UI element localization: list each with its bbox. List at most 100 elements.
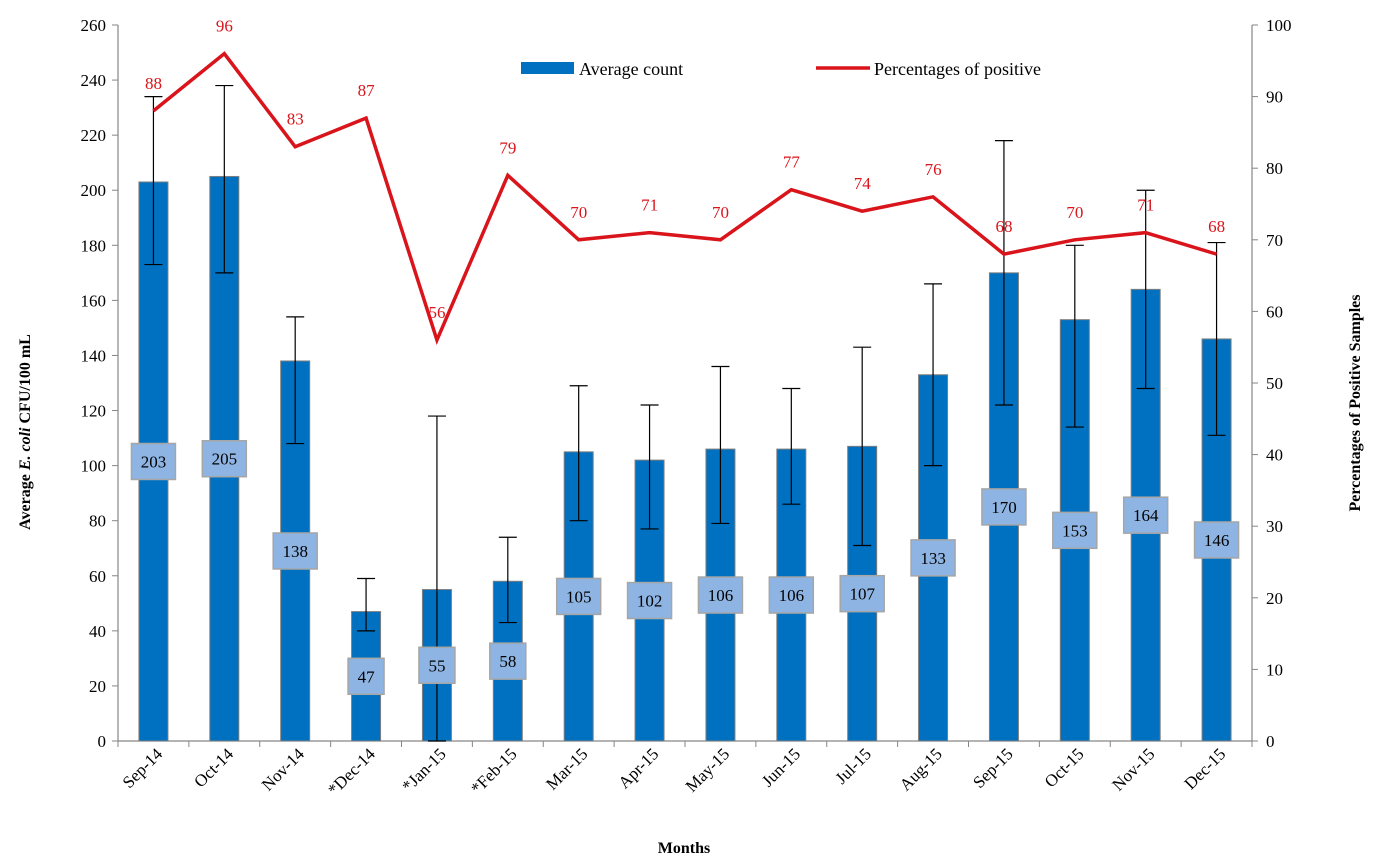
y-right-axis-title: Percentages of Positive Samples [1347, 295, 1364, 512]
line-value-label: 70 [1066, 203, 1083, 222]
bar-label-box [489, 642, 527, 680]
x-tick-label: Jun-15 [758, 744, 804, 790]
y-right-tick-label: 10 [1266, 660, 1283, 679]
y-left-tick-label: 220 [81, 126, 107, 145]
y-right-tick-label: 50 [1266, 374, 1283, 393]
bar-label-box [347, 657, 385, 696]
bar-series [138, 175, 1232, 742]
line-series [152, 51, 1218, 346]
axes: 0204060801001201401601802002202402600102… [81, 16, 1292, 799]
bar-label-box [697, 576, 744, 614]
y-right-tick-label: 80 [1266, 159, 1283, 178]
bar-label-box [130, 442, 177, 481]
bar-value-labels: 203 205 138 47 55 58 105 102 106 106 107 133 170 153 1… [130, 439, 1240, 696]
y-right-tick-label: 70 [1266, 231, 1283, 250]
bar-label-box [910, 539, 956, 577]
line-value-label: 76 [925, 160, 942, 179]
y-right-tick-label: 30 [1266, 517, 1283, 536]
line-value-label: 96 [216, 17, 233, 36]
x-tick-label: Oct-14 [190, 744, 237, 791]
line-value-labels: 88 96 83 87 56 79 70 71 70 77 74 76 68 70 71 68 [145, 17, 1225, 322]
y-right-tick-label: 100 [1266, 16, 1292, 35]
bar-value-label: 105 [566, 587, 592, 606]
y-left-tick-label: 80 [89, 512, 106, 531]
bar-value-label: 106 [779, 586, 805, 605]
line-value-label: 77 [783, 153, 801, 172]
line-value-label: 70 [570, 203, 587, 222]
bar-label-box [418, 646, 456, 685]
bar-value-label: 106 [708, 586, 734, 605]
bar-label-box [272, 532, 318, 570]
bar-label-box [1052, 511, 1098, 550]
bar-value-label: 203 [141, 452, 167, 471]
bar-label-box [1193, 521, 1240, 559]
y-left-tick-label: 120 [81, 402, 107, 421]
x-tick-label: Sep-15 [969, 744, 1016, 791]
x-axis-title: Months [658, 840, 710, 857]
legend: Average count Percentages of positive [521, 59, 1041, 79]
y-right-tick-label: 0 [1266, 732, 1275, 751]
x-tick-label: *Jan-15 [398, 744, 449, 795]
bar-value-label: 102 [637, 592, 663, 611]
y-right-tick-label: 90 [1266, 88, 1283, 107]
y-left-tick-label: 0 [98, 732, 107, 751]
legend-label-percentages: Percentages of positive [874, 59, 1041, 79]
y-left-tick-label: 200 [81, 181, 107, 200]
bar-label-box [626, 581, 673, 620]
y-left-tick-label: 140 [81, 346, 107, 365]
y-left-tick-label: 260 [81, 16, 107, 35]
line-value-label: 68 [995, 217, 1012, 236]
x-tick-label: Apr-15 [614, 744, 662, 792]
y-left-tick-label: 160 [81, 291, 107, 310]
line-value-label: 70 [712, 203, 729, 222]
y-left-tick-label: 60 [89, 567, 106, 586]
y-right-tick-label: 40 [1266, 446, 1283, 465]
y-left-axis-title: Average E. coli CFU/100 mL [17, 334, 34, 530]
x-tick-label: Sep-14 [119, 744, 167, 792]
line-percentages [152, 51, 1218, 346]
legend-label-average-count: Average count [579, 59, 683, 79]
line-value-label: 68 [1208, 217, 1225, 236]
error-bars [144, 84, 1226, 742]
bar-value-label: 170 [991, 498, 1017, 517]
bar-value-label: 164 [1133, 506, 1159, 525]
bar-label-box [839, 574, 885, 613]
bar-label-box [1122, 496, 1169, 534]
y-right-tick-label: 20 [1266, 589, 1283, 608]
line-value-label: 74 [854, 174, 872, 193]
bar-value-label: 205 [212, 450, 238, 469]
x-tick-label: Oct-15 [1041, 744, 1088, 791]
bar-value-label: 153 [1062, 521, 1088, 540]
line-value-label: 87 [358, 81, 376, 100]
line-value-label: 56 [428, 303, 445, 322]
y-left-tick-label: 100 [81, 457, 107, 476]
line-value-label: 83 [287, 110, 304, 129]
line-value-label: 88 [145, 74, 162, 93]
line-value-label: 71 [1137, 196, 1154, 215]
bar-value-label: 55 [428, 656, 445, 675]
bar-label-box [768, 576, 815, 614]
x-tick-label: *Dec-14 [324, 744, 379, 799]
x-tick-label: Dec-15 [1181, 744, 1230, 793]
y-left-tick-label: 40 [89, 622, 106, 641]
bar-label-box [555, 577, 602, 616]
bar-label-box [981, 488, 1027, 526]
y-left-tick-label: 180 [81, 236, 107, 255]
bar-value-label: 133 [920, 549, 946, 568]
x-tick-label: Nov-14 [258, 744, 309, 795]
y-left-tick-label: 240 [81, 71, 107, 90]
x-tick-label: Nov-15 [1108, 744, 1158, 794]
x-tick-label: Jul-15 [832, 744, 875, 787]
line-value-label: 71 [641, 196, 658, 215]
y-left-tick-label: 20 [89, 677, 106, 696]
x-tick-label: Mar-15 [542, 744, 591, 793]
bar-value-label: 107 [849, 585, 875, 604]
x-tick-label: *Feb-15 [467, 744, 521, 798]
bar-value-label: 47 [358, 667, 376, 686]
legend-swatch-average-count [521, 62, 574, 74]
bar-value-label: 58 [499, 652, 516, 671]
y-right-tick-label: 60 [1266, 302, 1283, 321]
line-value-label: 79 [499, 138, 516, 157]
bar-value-label: 138 [282, 542, 308, 561]
